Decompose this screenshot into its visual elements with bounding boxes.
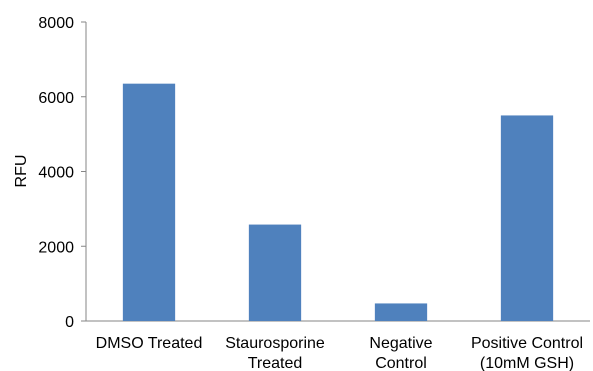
bar [122,83,176,321]
bars [122,83,554,321]
y-axis-ticks: 0 2000 4000 6000 8000 [38,15,86,331]
x-category-label-line: Control [375,355,427,371]
x-category-label-line: Staurosporine [225,335,325,352]
x-category-label: Staurosporine Treated [225,335,325,371]
x-category-label-line: (10mM GSH) [480,355,574,371]
x-category-label-line: Negative [369,335,432,352]
plot-area: 0 2000 4000 6000 8000 DMSO Treated Staurospor… [38,15,590,371]
x-axis-category-labels: DMSO Treated Staurosporine Treated Negative… [96,335,583,371]
x-category-label: Negative Control [369,335,432,371]
x-category-label: Positive Control (10mM GSH) [471,335,583,371]
x-category-label-line: Positive Control [471,335,583,352]
y-tick-label: 8000 [38,15,74,32]
y-tick-label: 6000 [38,90,74,107]
bar [374,303,428,321]
y-tick-label: 2000 [38,239,74,256]
y-axis-title: RFU [13,155,30,188]
x-category-label-line: DMSO Treated [96,335,203,352]
x-category-label-line: Treated [248,355,303,371]
bar [248,224,302,321]
y-tick-label: 0 [65,314,74,331]
bar [500,115,554,321]
x-category-label: DMSO Treated [96,335,203,352]
y-tick-label: 4000 [38,165,74,182]
